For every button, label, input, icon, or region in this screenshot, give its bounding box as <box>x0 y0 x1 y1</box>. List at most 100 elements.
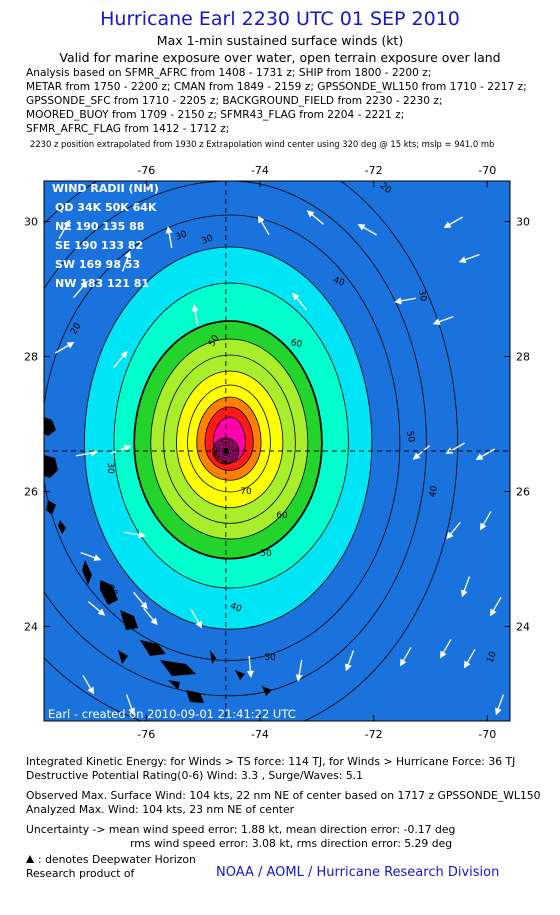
wind-arrow-head <box>191 304 199 312</box>
contour-label: 30 <box>264 653 276 663</box>
contour-label: 30 <box>416 289 428 302</box>
wind-arrow <box>110 445 132 455</box>
extrapolation-note: 2230 z position extrapolated from 1930 z… <box>30 139 495 149</box>
isotach <box>44 214 401 661</box>
wind-arrow <box>443 216 463 228</box>
island <box>44 417 56 436</box>
ike-text: Integrated Kinetic Energy: for Winds > T… <box>26 755 516 768</box>
observed-max-text: Observed Max. Surface Wind: 104 kts, 22 … <box>26 789 541 802</box>
wind-arrow-head <box>80 280 88 289</box>
island <box>46 500 56 515</box>
wind-radii-row: SE 190 133 82 <box>55 239 143 252</box>
wind-arrow <box>412 445 431 460</box>
map-subtitle: Max 1-min sustained surface winds (kt) <box>156 33 404 48</box>
island <box>118 650 128 664</box>
wind-arrow <box>495 694 505 716</box>
wind-arrow-head <box>120 350 128 359</box>
eye-ring <box>219 444 233 458</box>
wind-arrow <box>191 304 199 326</box>
storm-center-marker <box>212 437 240 465</box>
lon-tick-label-top: -72 <box>365 164 383 177</box>
wind-arrow-head <box>458 256 467 263</box>
lat-tick-label-left: 26 <box>24 486 38 499</box>
wind-arrow-head <box>295 674 303 682</box>
wind-arrow-head <box>443 221 452 228</box>
analysis-line: Analysis based on SFMR_AFRC from 1408 - … <box>26 67 432 79</box>
wind-arrow-head <box>394 297 402 305</box>
deepwater-legend: : denotes Deepwater Horizon <box>26 853 196 866</box>
eye-ring <box>222 447 230 455</box>
wind-arrow-head <box>124 250 131 259</box>
wind-arrow-head <box>446 531 454 540</box>
wind-arrow <box>113 350 128 369</box>
wind-arrow-head <box>165 226 173 234</box>
wind-arrow <box>125 694 135 716</box>
wind-arrow-head <box>93 554 102 561</box>
island <box>82 560 92 585</box>
wind-arrow-head <box>138 531 146 539</box>
wind-arrow-head <box>292 292 300 301</box>
lon-tick-label-top: -70 <box>478 164 496 177</box>
wind-arrow <box>55 342 75 354</box>
wind-radii-row: SW 169 98 53 <box>55 258 140 271</box>
wind-arrow-head <box>246 670 254 678</box>
wind-arrow-head <box>66 342 75 349</box>
wind-arrow <box>345 650 355 672</box>
analysis-line: GPSSONDE_SFC from 1710 - 2205 z; BACKGRO… <box>26 95 443 107</box>
eye-ring <box>213 439 238 463</box>
wind-arrow <box>124 531 146 539</box>
wind-arrow-head <box>412 452 421 460</box>
wind-arrow-head <box>87 686 94 695</box>
contour-label: 70 <box>240 487 252 497</box>
wind-arrow-head <box>123 445 132 452</box>
wind-arrow-head <box>464 660 471 669</box>
wind-arrow-head <box>357 224 366 231</box>
eye-ring <box>220 445 232 457</box>
wind-arrow <box>82 675 94 695</box>
analysis-line: SFMR_AFRC_FLAG from 1412 - 1712 z; <box>26 123 230 135</box>
wind-arrow <box>440 639 452 659</box>
island <box>100 580 118 605</box>
deepwater-label: : denotes Deepwater Horizon <box>38 853 196 866</box>
wind-arrow-head <box>97 608 106 616</box>
lon-tick-label-bottom: -76 <box>137 728 155 741</box>
wind-arrow-head <box>495 707 502 716</box>
lat-tick-label-left: 28 <box>24 351 38 364</box>
analysis-line: METAR from 1750 - 2200 z; CMAN from 1849… <box>26 81 527 93</box>
contour-label: 30 <box>174 229 188 242</box>
lon-tick-label-bottom: -74 <box>251 728 269 741</box>
lat-tick-label-left: 24 <box>24 621 38 634</box>
wind-arrow-head <box>461 589 468 598</box>
wind-arrow <box>432 315 454 325</box>
lat-tick-label-right: 30 <box>516 216 530 229</box>
contour-label: 10 <box>485 650 498 664</box>
wind-arrow <box>446 521 461 540</box>
contour-label: 60 <box>276 511 288 521</box>
island <box>160 660 196 676</box>
lon-tick-label-bottom: -72 <box>365 728 383 741</box>
wind-arrow <box>295 660 303 682</box>
island <box>120 610 138 630</box>
wind-arrow <box>490 597 502 617</box>
lat-tick-label-left: 30 <box>24 216 38 229</box>
island <box>235 670 245 680</box>
isotach <box>44 181 459 721</box>
wind-arrow-head <box>432 318 441 325</box>
wind-arrow-head <box>480 522 487 531</box>
contour-label: 30 <box>200 233 214 246</box>
wind-arrow <box>58 219 70 239</box>
dpr-text: Destructive Potential Rating(0-6) Wind: … <box>26 769 364 782</box>
wind-arrow-head <box>345 663 352 672</box>
wind-arrow <box>306 210 325 225</box>
contour-label: 60 <box>290 338 303 350</box>
island <box>140 640 166 656</box>
contour-label: 40 <box>229 601 243 614</box>
wind-arrow <box>357 224 377 236</box>
wind-arrow <box>121 250 131 272</box>
island <box>168 680 180 690</box>
page-title: Hurricane Earl 2230 UTC 01 SEP 2010 <box>100 8 460 30</box>
wind-arrow-head <box>258 215 265 224</box>
lon-tick-label-top: -76 <box>137 164 155 177</box>
lon-tick-label-top: -74 <box>251 164 269 177</box>
